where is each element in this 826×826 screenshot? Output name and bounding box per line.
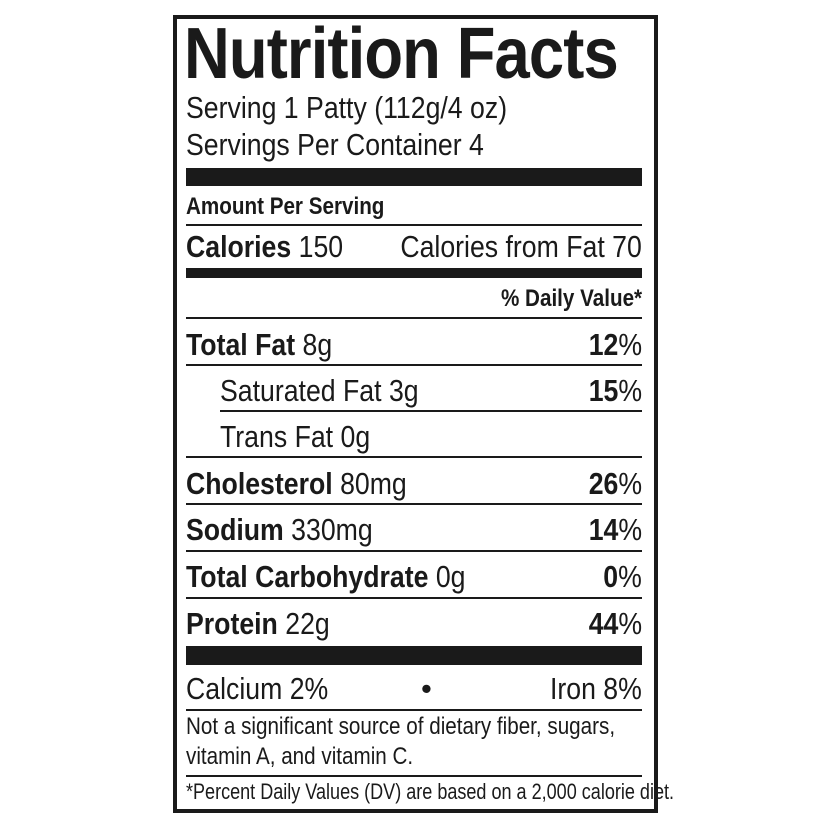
nutrient-row-trans-fat: Trans Fat 0g	[220, 419, 371, 454]
not-significant-line-1: Not a significant source of dietary fibe…	[186, 713, 616, 740]
thick-divider	[186, 646, 642, 665]
divider	[186, 709, 642, 711]
nutrient-row-cholesterol: Cholesterol 80mg 26%	[186, 466, 642, 501]
divider	[186, 317, 642, 319]
iron: Iron 8%	[550, 671, 642, 706]
divider	[186, 364, 642, 366]
amount-per-serving: Amount Per Serving	[186, 193, 385, 220]
thick-divider	[186, 168, 642, 186]
divider	[186, 550, 642, 552]
calories-row: Calories 150 Calories from Fat 70	[186, 229, 642, 264]
nutrition-label-border	[173, 15, 658, 813]
label-title: Nutrition Facts	[184, 14, 619, 94]
divider	[186, 775, 642, 777]
daily-value-header: % Daily Value*	[500, 285, 642, 312]
divider	[186, 597, 642, 599]
nutrient-row-sodium: Sodium 330mg 14%	[186, 512, 642, 547]
divider	[186, 224, 642, 226]
calories-value: 150	[298, 229, 344, 264]
nutrient-row-saturated-fat: Saturated Fat 3g 15%	[220, 373, 642, 408]
footnote: *Percent Daily Values (DV) are based on …	[186, 779, 675, 804]
vitamins-row: Calcium 2% • Iron 8%	[186, 671, 642, 706]
divider	[220, 410, 642, 412]
divider	[186, 456, 642, 458]
nutrient-row-protein: Protein 22g 44%	[186, 606, 642, 641]
separator-bullet: •	[421, 671, 432, 706]
nutrient-row-total-fat: Total Fat 8g 12%	[186, 327, 642, 362]
not-significant-line-2: vitamin A, and vitamin C.	[186, 743, 414, 770]
servings-per-container: Servings Per Container 4	[186, 127, 484, 162]
calories-from-fat: Calories from Fat 70	[400, 229, 642, 264]
divider	[186, 503, 642, 505]
medium-divider	[186, 268, 642, 278]
nutrient-row-total-carbohydrate: Total Carbohydrate 0g 0%	[186, 559, 642, 594]
calories-label: Calories	[186, 229, 292, 264]
serving-size: Serving 1 Patty (112g/4 oz)	[186, 90, 508, 125]
calcium: Calcium 2%	[186, 671, 329, 706]
